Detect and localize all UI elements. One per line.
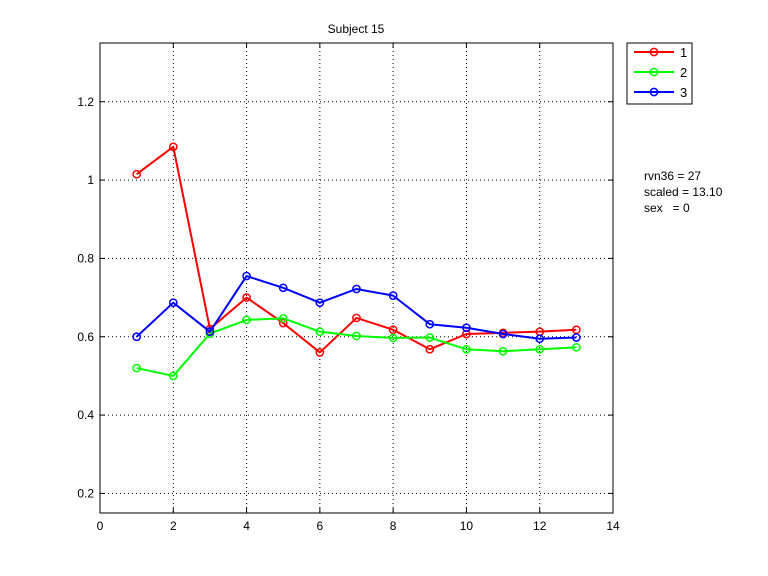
y-tick-label: 1 xyxy=(87,173,94,187)
series-line xyxy=(136,145,577,354)
x-tick-label: 8 xyxy=(390,519,397,533)
legend-label: 1 xyxy=(680,45,687,60)
data-point xyxy=(425,333,435,342)
data-point xyxy=(242,315,251,325)
data-point xyxy=(315,348,325,357)
legend: 1 2 3 xyxy=(626,42,693,105)
data-point xyxy=(168,371,178,381)
y-tick-label: 0.6 xyxy=(77,330,94,344)
data-point xyxy=(498,346,508,356)
data-point xyxy=(462,329,471,339)
series-3 xyxy=(132,271,581,344)
legend-item: 3 xyxy=(634,85,687,100)
data-point xyxy=(535,334,545,344)
data-point xyxy=(132,332,141,342)
axis-ticks: 0 2 4 6 8 10 12 14 0.2 0.4 0.6 0.8 1 1.2 xyxy=(77,43,620,533)
legend-box xyxy=(626,42,693,105)
data-point xyxy=(572,333,581,342)
chart-title: Subject 15 xyxy=(328,22,385,36)
data-point xyxy=(388,291,398,300)
x-tick-label: 6 xyxy=(317,519,324,533)
y-tick-label: 0.8 xyxy=(77,251,94,265)
data-point xyxy=(388,325,398,335)
annotation-scaled: scaled = 13.10 xyxy=(644,185,723,199)
data-point xyxy=(425,319,435,329)
data-point xyxy=(315,298,325,308)
data-point xyxy=(278,313,288,323)
data-point xyxy=(425,344,435,354)
y-tick-label: 1.2 xyxy=(77,95,94,109)
series-layer xyxy=(132,142,581,381)
data-point xyxy=(168,298,178,308)
y-tick-label: 0.4 xyxy=(77,408,94,422)
data-point xyxy=(242,293,251,302)
data-point xyxy=(572,342,581,352)
data-point xyxy=(132,169,141,179)
data-point xyxy=(498,329,508,339)
annotation-rvn36: rvn36 = 27 xyxy=(644,169,702,183)
data-point xyxy=(352,284,361,294)
data-point xyxy=(462,344,471,354)
axes-box xyxy=(99,42,614,514)
y-tick-label: 0.2 xyxy=(77,486,94,500)
legend-marker xyxy=(649,87,659,97)
data-point xyxy=(535,344,545,354)
data-point xyxy=(278,318,288,328)
data-point xyxy=(462,323,471,333)
data-point xyxy=(352,331,361,341)
data-point xyxy=(388,333,398,343)
data-point xyxy=(168,142,178,152)
legend-label: 3 xyxy=(680,85,687,100)
x-tick-label: 12 xyxy=(533,519,547,533)
legend-marker xyxy=(649,67,659,77)
legend-marker xyxy=(649,47,659,57)
x-tick-label: 2 xyxy=(170,519,177,533)
data-point xyxy=(132,363,141,373)
annotation-sex: sex = 0 xyxy=(644,201,690,215)
legend-item: 1 xyxy=(634,45,687,60)
data-point xyxy=(205,327,215,337)
legend-item: 2 xyxy=(634,65,687,80)
x-tick-label: 14 xyxy=(606,519,620,533)
x-tick-label: 0 xyxy=(97,519,104,533)
legend-label: 2 xyxy=(680,65,687,80)
data-point xyxy=(242,271,251,281)
plot-area xyxy=(100,43,613,513)
data-point xyxy=(352,313,361,323)
data-point xyxy=(315,327,325,337)
x-tick-label: 4 xyxy=(243,519,250,533)
series-line xyxy=(135,275,577,340)
series-line xyxy=(136,317,577,377)
x-tick-label: 10 xyxy=(460,519,474,533)
data-point xyxy=(278,283,288,293)
